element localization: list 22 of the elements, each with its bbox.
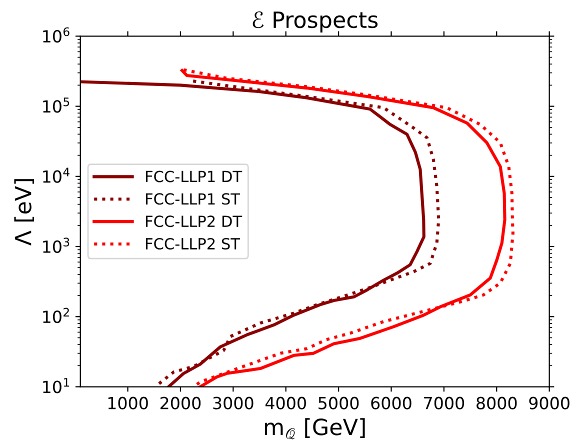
x-tick-label: 7000: [424, 396, 464, 410]
x-tick-label: 4000: [265, 396, 306, 410]
x-tick-label: 6000: [371, 396, 412, 410]
y-tick-label: 10$^{6}$: [43, 27, 70, 43]
x-tick-label: 5000: [318, 396, 359, 410]
y-tick-label: 10$^{4}$: [43, 168, 70, 183]
x-axis-title: m$_{𝒬}$ [GeV]: [264, 418, 365, 440]
legend-label: FCC-LLP1 DT: [146, 170, 242, 182]
y-tick-label: 10$^{5}$: [43, 98, 70, 113]
x-tick-label: 2000: [160, 396, 201, 410]
y-tick-label: 10$^{2}$: [43, 308, 69, 324]
chart-title: ℰ Prospects: [252, 11, 378, 32]
legend-label: FCC-LLP2 DT: [146, 216, 242, 228]
legend-label: FCC-LLP2 ST: [146, 238, 240, 250]
x-tick-label: 8000: [476, 396, 517, 410]
x-tick-label: 9000: [529, 396, 570, 410]
y-tick-label: 10$^{3}$: [43, 238, 70, 253]
x-tick-label: 3000: [213, 396, 254, 410]
y-tick-label: 10$^{1}$: [43, 378, 70, 394]
y-axis-title: Λ [eV]: [14, 179, 34, 246]
legend-label: FCC-LLP1 ST: [146, 193, 240, 205]
x-tick-label: 1000: [108, 396, 148, 410]
